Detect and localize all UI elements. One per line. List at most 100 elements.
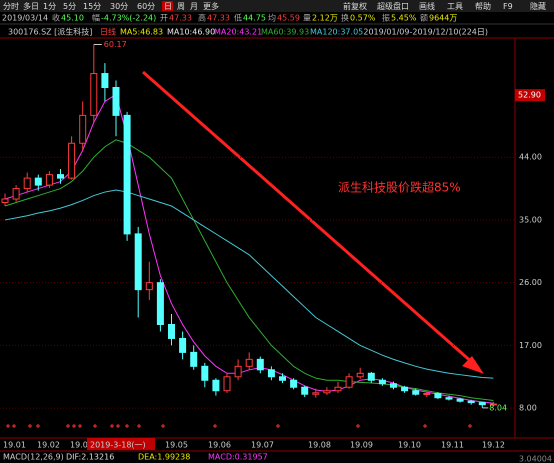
signal-mark <box>28 424 32 428</box>
candle-body <box>145 282 153 291</box>
x-tick-label: 19.12 <box>482 441 505 450</box>
candle-body <box>34 177 42 186</box>
candle-body <box>423 393 431 396</box>
date-range: 2019/01/09-2019/12/10(224日) <box>363 28 488 37</box>
info-value: 45.59 <box>277 14 300 23</box>
toolbar-tab[interactable]: 周 <box>177 2 185 11</box>
info-label: 低 <box>234 13 242 23</box>
candle-body <box>179 337 187 353</box>
y-tick-label: 17.00 <box>519 341 542 350</box>
info-value: -4.73%(-2.24) <box>101 14 156 23</box>
candle-body <box>367 372 375 381</box>
candle-body <box>412 390 420 395</box>
macd-title: MACD(12,26,9) <box>3 453 64 462</box>
candle-body <box>168 324 175 339</box>
toolbar-button[interactable]: 前复权 <box>343 1 367 11</box>
signal-mark <box>161 424 165 428</box>
toolbar-tab[interactable]: 15分 <box>83 2 101 11</box>
period: 日线 <box>100 27 116 37</box>
toolbar-tab[interactable]: 更多 <box>203 1 219 11</box>
candle-body <box>223 376 231 392</box>
candle-body <box>123 114 131 235</box>
toolbar <box>0 0 554 12</box>
candle-body <box>401 386 409 392</box>
toolbar-tab[interactable]: 分时 <box>3 1 19 11</box>
ma-legend: MA5:46.83 <box>120 28 163 37</box>
arrow-head <box>462 356 484 374</box>
x-tick-label: 19.05 <box>165 441 188 450</box>
signal-mark <box>116 424 120 428</box>
info-label: 额 <box>420 13 428 23</box>
info-label: 收 <box>52 13 60 23</box>
y-tick-label: 35.00 <box>519 215 542 224</box>
toolbar-button[interactable]: 超级盘口 <box>377 1 409 11</box>
toolbar-tab[interactable]: 5分 <box>63 2 76 11</box>
candle-body <box>57 174 64 179</box>
signal-mark <box>78 424 82 428</box>
tab-selected <box>162 1 173 11</box>
info-value: 45.10 <box>61 14 84 23</box>
candle-body <box>334 386 342 392</box>
info-label: 均 <box>268 13 276 23</box>
candle-body <box>301 386 309 395</box>
info-value: 44.75 <box>243 14 266 23</box>
candle-body <box>390 383 397 388</box>
signal-mark <box>93 424 97 428</box>
toolbar-button[interactable]: 工具 <box>447 2 463 11</box>
candle-body <box>445 397 453 400</box>
macd-dea: DEA:1.99238 <box>138 453 190 462</box>
signal-mark <box>468 424 472 428</box>
toolbar-button[interactable]: 画线 <box>419 1 435 11</box>
min-label: 8.04 <box>489 403 507 412</box>
signal-mark <box>213 424 217 428</box>
last-price-label: 52.90 <box>518 91 541 100</box>
toolbar-button[interactable]: F9 <box>503 2 513 11</box>
y-tick-label: 26.00 <box>519 278 542 287</box>
toolbar-tab[interactable]: 30分 <box>110 2 128 11</box>
signal-mark <box>356 424 360 428</box>
signal-mark <box>125 424 129 428</box>
info-value: 2.12万 <box>312 14 338 23</box>
info-value: 5.45% <box>391 14 417 23</box>
ma-legend: MA10:46.90 <box>167 28 215 37</box>
info-value: 0.57% <box>350 14 376 23</box>
x-tick-label: 19.06 <box>208 441 231 450</box>
candle-body <box>23 177 31 190</box>
toolbar-tab[interactable]: 日 <box>164 2 172 11</box>
info-value: 9644万 <box>429 14 457 23</box>
candle-body <box>356 372 364 378</box>
macd-dif: DIF:2.13216 <box>66 453 114 462</box>
toolbar-tab[interactable]: 月 <box>190 2 198 11</box>
x-tick-label: 19.09 <box>350 441 373 450</box>
candle-body <box>79 114 87 144</box>
candle-body <box>489 403 497 406</box>
info-label: 幅 <box>92 13 100 23</box>
signal-mark <box>110 424 114 428</box>
toolbar-tab[interactable]: 1分 <box>43 2 56 11</box>
toolbar-button[interactable]: 隐藏 <box>530 1 546 11</box>
trend-arrow <box>142 70 475 366</box>
x-tick-label: 19.11 <box>441 441 464 450</box>
toolbar-tab[interactable]: 多日 <box>23 1 39 11</box>
signal-mark <box>276 424 280 428</box>
candle-body <box>90 73 98 116</box>
candle-body <box>323 390 331 394</box>
x-tick-label: 2019-3-18(一) <box>90 441 146 450</box>
toolbar-button[interactable]: 帮助 <box>475 1 491 11</box>
ma-legend: MA60:39.93 <box>261 28 309 37</box>
candle-body <box>45 174 53 186</box>
macd-axis: 3.04004 <box>519 455 552 463</box>
candle-body <box>68 142 76 179</box>
signal-mark <box>66 424 70 428</box>
signal-mark <box>137 424 141 428</box>
candle-body <box>12 188 20 200</box>
ma-line <box>4 139 494 401</box>
toolbar-tab[interactable]: 60分 <box>137 2 155 11</box>
candle-body <box>112 86 120 116</box>
max-label: 60.17 <box>104 40 127 49</box>
ma-legend: MA20:43.21 <box>214 28 262 37</box>
candle-body <box>290 379 298 388</box>
info-date: 2019/03/14 <box>2 14 48 23</box>
